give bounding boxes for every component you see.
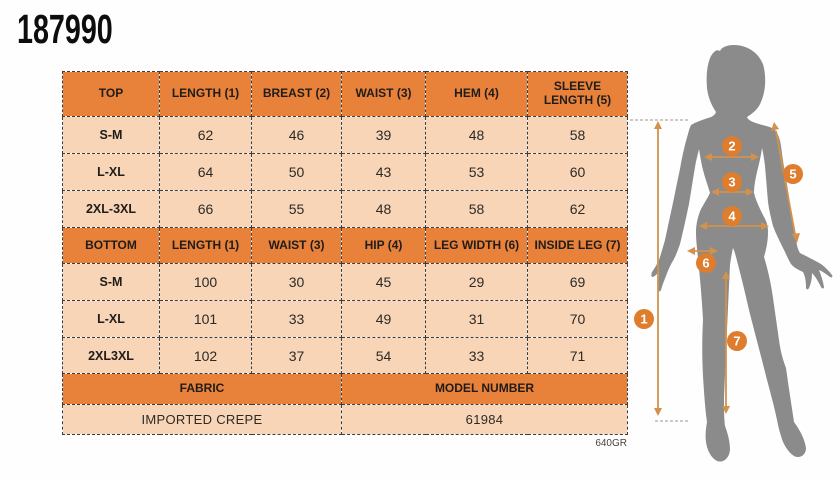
table-row: S-M 100 30 45 29 69 <box>62 263 628 301</box>
svg-text:1: 1 <box>640 312 647 327</box>
table-row: 2XL-3XL 66 55 48 58 62 <box>62 190 628 228</box>
measure-arrow-5 <box>771 122 800 243</box>
marker-circle-4: 4 <box>722 206 742 226</box>
woman-silhouette <box>651 45 833 462</box>
size-label: L-XL <box>62 300 160 338</box>
svg-text:4: 4 <box>728 209 736 224</box>
measure-arrow-1 <box>654 121 662 416</box>
data-cell: 46 <box>251 116 342 154</box>
data-cell: 69 <box>527 263 628 301</box>
product-code-title: 187990 <box>17 6 113 52</box>
model-number-header: MODEL NUMBER <box>341 373 628 405</box>
header-cell-bottom: BOTTOM <box>62 227 160 264</box>
data-cell: 102 <box>159 337 252 374</box>
header-cell-waist: WAIST (3) <box>341 71 426 117</box>
header-cell-top: TOP <box>62 71 160 117</box>
data-cell: 33 <box>425 337 528 374</box>
figure-svg: 1 2 3 4 5 <box>630 45 833 462</box>
weight-footnote: 640GR <box>595 438 627 449</box>
size-chart-table: TOP LENGTH (1) BREAST (2) WAIST (3) HEM … <box>62 71 628 435</box>
data-cell: 100 <box>159 263 252 301</box>
header-cell-hem: HEM (4) <box>425 71 528 117</box>
table-row: S-M 62 46 39 48 58 <box>62 116 628 154</box>
data-cell: 58 <box>527 116 628 154</box>
measure-arrow-7 <box>722 271 730 414</box>
header-cell-breast: BREAST (2) <box>251 71 342 117</box>
header-cell-hip: HIP (4) <box>341 227 426 264</box>
measure-arrow-4 <box>699 222 769 230</box>
data-cell: 53 <box>425 153 528 191</box>
svg-text:7: 7 <box>733 334 740 349</box>
header-cell-waist: WAIST (3) <box>251 227 342 264</box>
svg-text:6: 6 <box>702 256 709 271</box>
data-cell: 29 <box>425 263 528 301</box>
data-cell: 37 <box>251 337 342 374</box>
header-cell-length: LENGTH (1) <box>159 71 252 117</box>
top-header-row: TOP LENGTH (1) BREAST (2) WAIST (3) HEM … <box>62 71 628 117</box>
svg-text:3: 3 <box>728 175 735 190</box>
marker-circle-3: 3 <box>722 172 742 192</box>
data-cell: 64 <box>159 153 252 191</box>
data-cell: 30 <box>251 263 342 301</box>
data-cell: 43 <box>341 153 426 191</box>
table-row: L-XL 101 33 49 31 70 <box>62 300 628 338</box>
fabric-header: FABRIC <box>62 373 342 405</box>
svg-text:5: 5 <box>789 167 796 182</box>
table-row: 2XL3XL 102 37 54 33 71 <box>62 337 628 374</box>
marker-circle-5: 5 <box>783 164 803 184</box>
data-cell: 50 <box>251 153 342 191</box>
data-cell: 62 <box>527 190 628 228</box>
data-cell: 49 <box>341 300 426 338</box>
marker-circle-7: 7 <box>727 331 747 351</box>
size-label: L-XL <box>62 153 160 191</box>
header-cell-sleeve-length: SLEEVE LENGTH (5) <box>527 71 628 117</box>
data-cell: 39 <box>341 116 426 154</box>
size-label: S-M <box>62 263 160 301</box>
data-cell: 101 <box>159 300 252 338</box>
size-label: 2XL3XL <box>62 337 160 374</box>
table-row: L-XL 64 50 43 53 60 <box>62 153 628 191</box>
data-cell: 60 <box>527 153 628 191</box>
marker-circle-6: 6 <box>696 253 716 273</box>
info-header-row: FABRIC MODEL NUMBER <box>62 373 628 405</box>
size-label: S-M <box>62 116 160 154</box>
data-cell: 54 <box>341 337 426 374</box>
data-cell: 58 <box>425 190 528 228</box>
header-cell-leg-width: LEG WIDTH (6) <box>425 227 528 264</box>
measure-arrow-3 <box>711 188 754 196</box>
data-cell: 48 <box>341 190 426 228</box>
fabric-value: IMPORTED CREPE <box>62 404 342 435</box>
header-cell-length: LENGTH (1) <box>159 227 252 264</box>
data-cell: 70 <box>527 300 628 338</box>
svg-text:2: 2 <box>728 139 735 154</box>
data-cell: 66 <box>159 190 252 228</box>
header-cell-inside-leg: INSIDE LEG (7) <box>527 227 628 264</box>
data-cell: 48 <box>425 116 528 154</box>
data-cell: 71 <box>527 337 628 374</box>
data-cell: 45 <box>341 263 426 301</box>
info-value-row: IMPORTED CREPE 61984 <box>62 404 628 435</box>
marker-circle-2: 2 <box>722 136 742 156</box>
data-cell: 31 <box>425 300 528 338</box>
model-number-value: 61984 <box>341 404 628 435</box>
size-label: 2XL-3XL <box>62 190 160 228</box>
marker-circle-1: 1 <box>634 309 654 329</box>
data-cell: 62 <box>159 116 252 154</box>
measure-arrow-2 <box>704 153 759 161</box>
measure-arrow-6 <box>687 247 718 255</box>
data-cell: 33 <box>251 300 342 338</box>
measurement-figure: 1 2 3 4 5 <box>628 0 840 479</box>
data-cell: 55 <box>251 190 342 228</box>
bottom-header-row: BOTTOM LENGTH (1) WAIST (3) HIP (4) LEG … <box>62 227 628 264</box>
